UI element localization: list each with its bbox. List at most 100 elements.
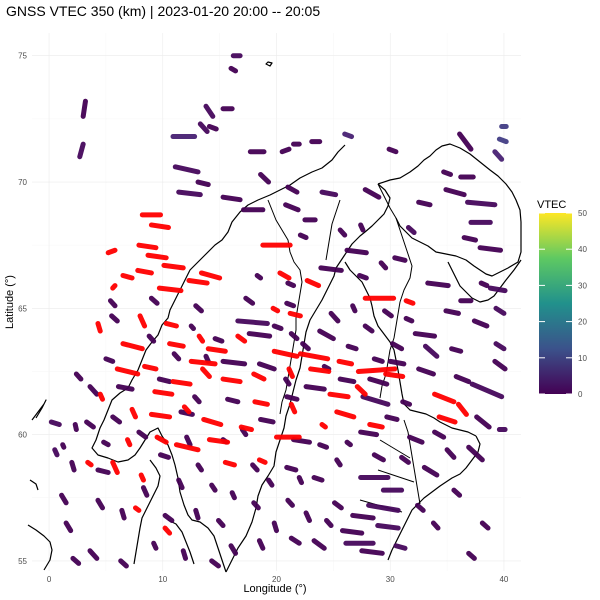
vtec-track-low xyxy=(412,331,438,339)
vtec-track-low xyxy=(382,308,394,319)
vtec-track-high xyxy=(432,391,457,405)
vtec-track-high xyxy=(403,298,416,306)
vtec-track-high xyxy=(95,320,103,334)
vtec-track-low xyxy=(366,502,401,513)
vtec-track-low xyxy=(246,331,273,339)
vtec-track-low xyxy=(63,520,74,534)
vtec-track-low xyxy=(250,462,260,473)
vtec-track-low xyxy=(300,341,311,352)
x-tick-label: 0 xyxy=(47,575,52,584)
vtec-track-low xyxy=(107,298,118,309)
vtec-track-high xyxy=(188,358,218,367)
vtec-track-high xyxy=(85,459,94,468)
vtec-track-low xyxy=(384,414,400,422)
vtec-track-low xyxy=(271,520,279,534)
vtec-track-low xyxy=(451,487,463,498)
vtec-track-high xyxy=(270,305,281,314)
vtec-track-low xyxy=(337,376,357,385)
vtec-track-high xyxy=(200,366,212,380)
denmark-coast xyxy=(133,459,195,565)
vtec-track-low xyxy=(60,442,67,450)
vtec-track-low xyxy=(477,245,504,253)
grid xyxy=(32,33,521,571)
vtec-track-low xyxy=(492,149,505,162)
vtec-track-low xyxy=(140,485,150,498)
vtec-track-low xyxy=(367,376,390,387)
vtec-track-high xyxy=(137,313,148,329)
legend-tick-label: 40 xyxy=(578,245,587,254)
vtec-track-high xyxy=(455,401,469,417)
vtec-track-low xyxy=(371,452,386,463)
vtec-track-high xyxy=(436,414,458,425)
vtec-track-low xyxy=(334,457,343,468)
vtec-track-low xyxy=(403,315,415,324)
vtec-track-low xyxy=(87,548,100,561)
vtec-track-low xyxy=(331,500,344,511)
vtec-track-low xyxy=(487,285,508,294)
vtec-track-low xyxy=(285,497,295,508)
vtec-track-low xyxy=(284,300,297,309)
vtec-track-low xyxy=(496,136,509,145)
vtec-track-low xyxy=(291,437,312,445)
vtec-track-low xyxy=(188,323,196,332)
vtec-track-low xyxy=(203,353,211,364)
vtec-track-low xyxy=(193,303,204,314)
vtec-track-high xyxy=(355,366,398,374)
vtec-track-high xyxy=(132,505,142,513)
vtec-track-low xyxy=(357,272,369,281)
norway-sweden-coast xyxy=(91,61,346,573)
vtec-track-low xyxy=(195,179,211,188)
vtec-track-low xyxy=(271,323,284,332)
vtec-track-low xyxy=(449,346,464,354)
vtec-track-high xyxy=(201,416,224,428)
vtec-track-low xyxy=(228,65,239,74)
vtec-track-high xyxy=(354,384,368,397)
kola-coast xyxy=(377,143,522,277)
vtec-track-high xyxy=(256,457,268,465)
vtec-track-high xyxy=(152,389,175,397)
vtec-track-high xyxy=(105,247,118,256)
vtec-track-low xyxy=(430,520,441,531)
vtec-track-high xyxy=(125,437,133,448)
vtec-track-low xyxy=(136,429,149,440)
vtec-track-low xyxy=(350,303,358,314)
vtec-track-low xyxy=(443,308,461,316)
legend-tick-label: 0 xyxy=(578,390,583,399)
vtec-track-low xyxy=(492,358,508,372)
vtec-track-low xyxy=(296,475,305,486)
vtec-track-high xyxy=(334,409,357,420)
x-tick-label: 40 xyxy=(499,575,508,584)
vtec-track-low xyxy=(243,295,256,306)
vtec-track-low xyxy=(285,184,300,195)
vtec-track-high xyxy=(120,341,145,352)
vtec-track-low xyxy=(109,313,120,324)
chart-title: GNSS VTEC 350 (km) | 2023-01-20 20:00 --… xyxy=(6,3,320,19)
vtec-track-high xyxy=(161,262,186,271)
vtec-track-low xyxy=(311,475,325,483)
vtec-track-low xyxy=(206,123,219,132)
vtec-track-low xyxy=(239,427,249,438)
vtec-track-high xyxy=(181,404,192,415)
vtec-track-high xyxy=(222,459,237,468)
vtec-track-low xyxy=(283,376,292,387)
x-tick-label: 30 xyxy=(386,575,395,584)
vtec-track-low xyxy=(344,247,369,256)
coastlines xyxy=(27,61,522,573)
vtec-track-low xyxy=(251,500,261,511)
vtec-track-low xyxy=(284,464,299,473)
vtec-track-high xyxy=(186,278,210,286)
vtec-track-low xyxy=(415,502,426,513)
vtec-track-high xyxy=(319,422,328,430)
vtec-track-low xyxy=(387,358,407,367)
vtec-track-low xyxy=(321,363,332,372)
vtec-track-low xyxy=(466,550,477,561)
vtec-track-low xyxy=(220,358,248,367)
vtec-track-high xyxy=(114,366,141,377)
vtec-track-low xyxy=(69,459,77,473)
vtec-track-high xyxy=(97,391,106,402)
vtec-track-low xyxy=(118,558,129,569)
vtec-track-low xyxy=(279,146,292,155)
vtec-track-high xyxy=(277,270,292,281)
vtec-track-high xyxy=(327,391,351,400)
vtec-track-high xyxy=(135,267,154,276)
